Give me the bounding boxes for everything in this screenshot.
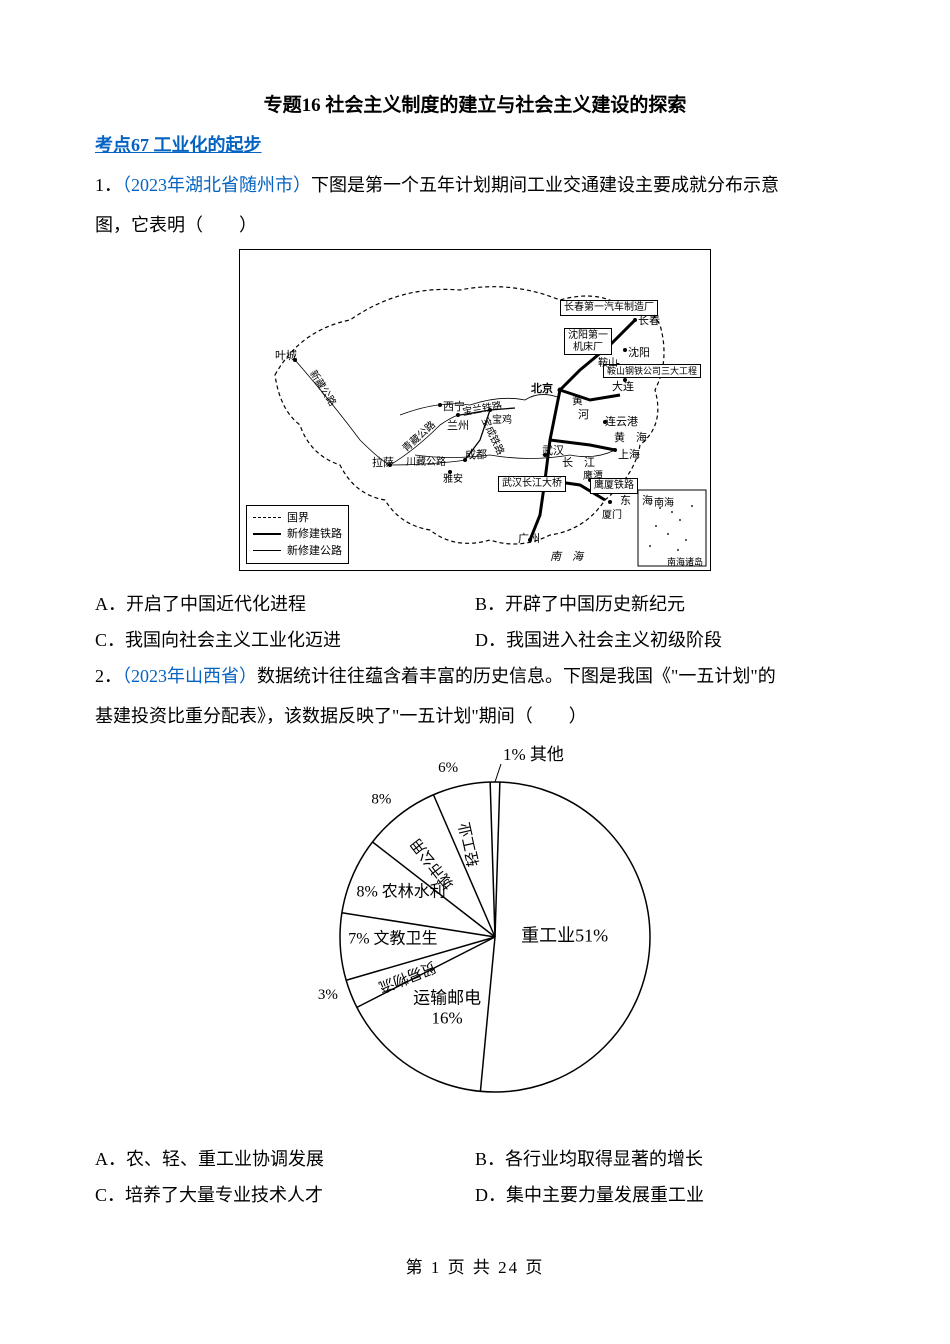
svg-text:重工业51%: 重工业51% (521, 925, 608, 945)
label-xiamen: 厦门 (602, 506, 622, 521)
label-shenyang1: 沈阳第一机床厂 (564, 328, 612, 355)
svg-text:8%: 8% (371, 791, 391, 807)
label-chuanz: 川藏公路 (406, 453, 446, 468)
q2-number: 2． (95, 666, 122, 686)
q1-stem-a: 下图是第一个五年计划期间工业交通建设主要成就分布示意 (311, 175, 779, 195)
svg-text:6%: 6% (438, 760, 458, 776)
svg-text:运输邮电: 运输邮电 (413, 989, 481, 1008)
map-legend: 国界 新修建铁路 新修建公路 (246, 505, 349, 565)
q1-opt-b: B．开辟了中国历史新纪元 (475, 586, 855, 622)
label-nhzd: 南海诸岛 (667, 555, 703, 568)
q2-source: （2023年山西省） (122, 666, 257, 686)
svg-text:8% 农林水利: 8% 农林水利 (356, 882, 445, 900)
label-wuhan-bridge: 武汉长江大桥 (498, 476, 566, 492)
q2-opt-a: A．农、轻、重工业协调发展 (95, 1141, 475, 1177)
q1-figure: 长春第一汽车制造厂 沈阳第一机床厂 鞍山钢铁公司三大工程 长春 沈阳 鞍山 大连… (95, 249, 855, 576)
q2-stem-line1: 2．（2023年山西省）数据统计往往蕴含着丰富的历史信息。下图是我国《"一五计划… (95, 658, 855, 694)
q2-opt-c: C．培养了大量专业技术人才 (95, 1177, 475, 1213)
label-yecheng: 叶城 (275, 347, 297, 363)
label-lanzhou: 兰州 (447, 417, 469, 433)
label-sh: 上海 (618, 446, 640, 462)
label-lyg: 连云港 (605, 413, 638, 429)
q2-options: A．农、轻、重工业协调发展 B．各行业均取得显著的增长 C．培养了大量专业技术人… (95, 1141, 855, 1213)
svg-text:16%: 16% (431, 1009, 462, 1028)
svg-text:3%: 3% (318, 987, 338, 1003)
svg-text:7% 文教卫生: 7% 文教卫生 (348, 929, 437, 947)
label-wuhan: 武汉 (542, 442, 564, 458)
q2-figure: 1% 其他轻工业6%城市公用8%8% 农林水利7% 文教卫生贸易物流3%运输邮电… (95, 742, 855, 1117)
q1-stem-line2: 图，它表明（ ） (95, 207, 855, 243)
q1-number: 1． (95, 175, 122, 195)
label-gz: 广州 (518, 530, 540, 546)
label-donghai: 东 海 (620, 492, 653, 508)
q2-opt-b: B．各行业均取得显著的增长 (475, 1141, 855, 1177)
label-beijing: 北京 (531, 380, 553, 396)
label-anshan-city: 鞍山 (598, 354, 618, 369)
q1-stem-line1: 1．（2023年湖北省随州市）下图是第一个五年计划期间工业交通建设主要成就分布示… (95, 167, 855, 203)
q2-stem-a: 数据统计往往蕴含着丰富的历史信息。下图是我国《"一五计划"的 (257, 666, 776, 686)
label-huanghai: 黄 海 (614, 429, 647, 445)
q1-source: （2023年湖北省随州市） (122, 175, 311, 195)
label-nh2: 南海 (654, 494, 674, 509)
label-dalian: 大连 (612, 378, 634, 394)
q2-stem-line2: 基建投资比重分配表》，该数据反映了"一五计划"期间（ ） (95, 698, 855, 734)
q2-opt-d: D．集中主要力量发展重工业 (475, 1177, 855, 1213)
label-changchun: 长春 (638, 312, 660, 328)
china-map: 长春第一汽车制造厂 沈阳第一机床厂 鞍山钢铁公司三大工程 长春 沈阳 鞍山 大连… (239, 249, 711, 571)
topic-heading: 考点67 工业化的起步 (95, 131, 855, 157)
q1-opt-d: D．我国进入社会主义初级阶段 (475, 622, 855, 658)
label-nanhai: 南 海 (550, 548, 583, 564)
label-he: 河 (578, 406, 589, 422)
label-shenyang: 沈阳 (628, 344, 650, 360)
q1-options: A．开启了中国近代化进程 B．开辟了中国历史新纪元 C．我国向社会主义工业化迈进… (95, 586, 855, 658)
page-title: 专题16 社会主义制度的建立与社会主义建设的探索 (95, 90, 855, 117)
pie-chart: 1% 其他轻工业6%城市公用8%8% 农林水利7% 文教卫生贸易物流3%运输邮电… (260, 742, 690, 1112)
q1-opt-c: C．我国向社会主义工业化迈进 (95, 622, 475, 658)
svg-text:1% 其他: 1% 其他 (503, 745, 564, 764)
label-lasa: 拉萨 (372, 454, 394, 470)
label-yaan: 雅安 (443, 470, 463, 485)
q1-opt-a: A．开启了中国近代化进程 (95, 586, 475, 622)
page-footer: 第 1 页 共 24 页 (95, 1253, 855, 1278)
label-chengdu: 成都 (465, 446, 487, 462)
